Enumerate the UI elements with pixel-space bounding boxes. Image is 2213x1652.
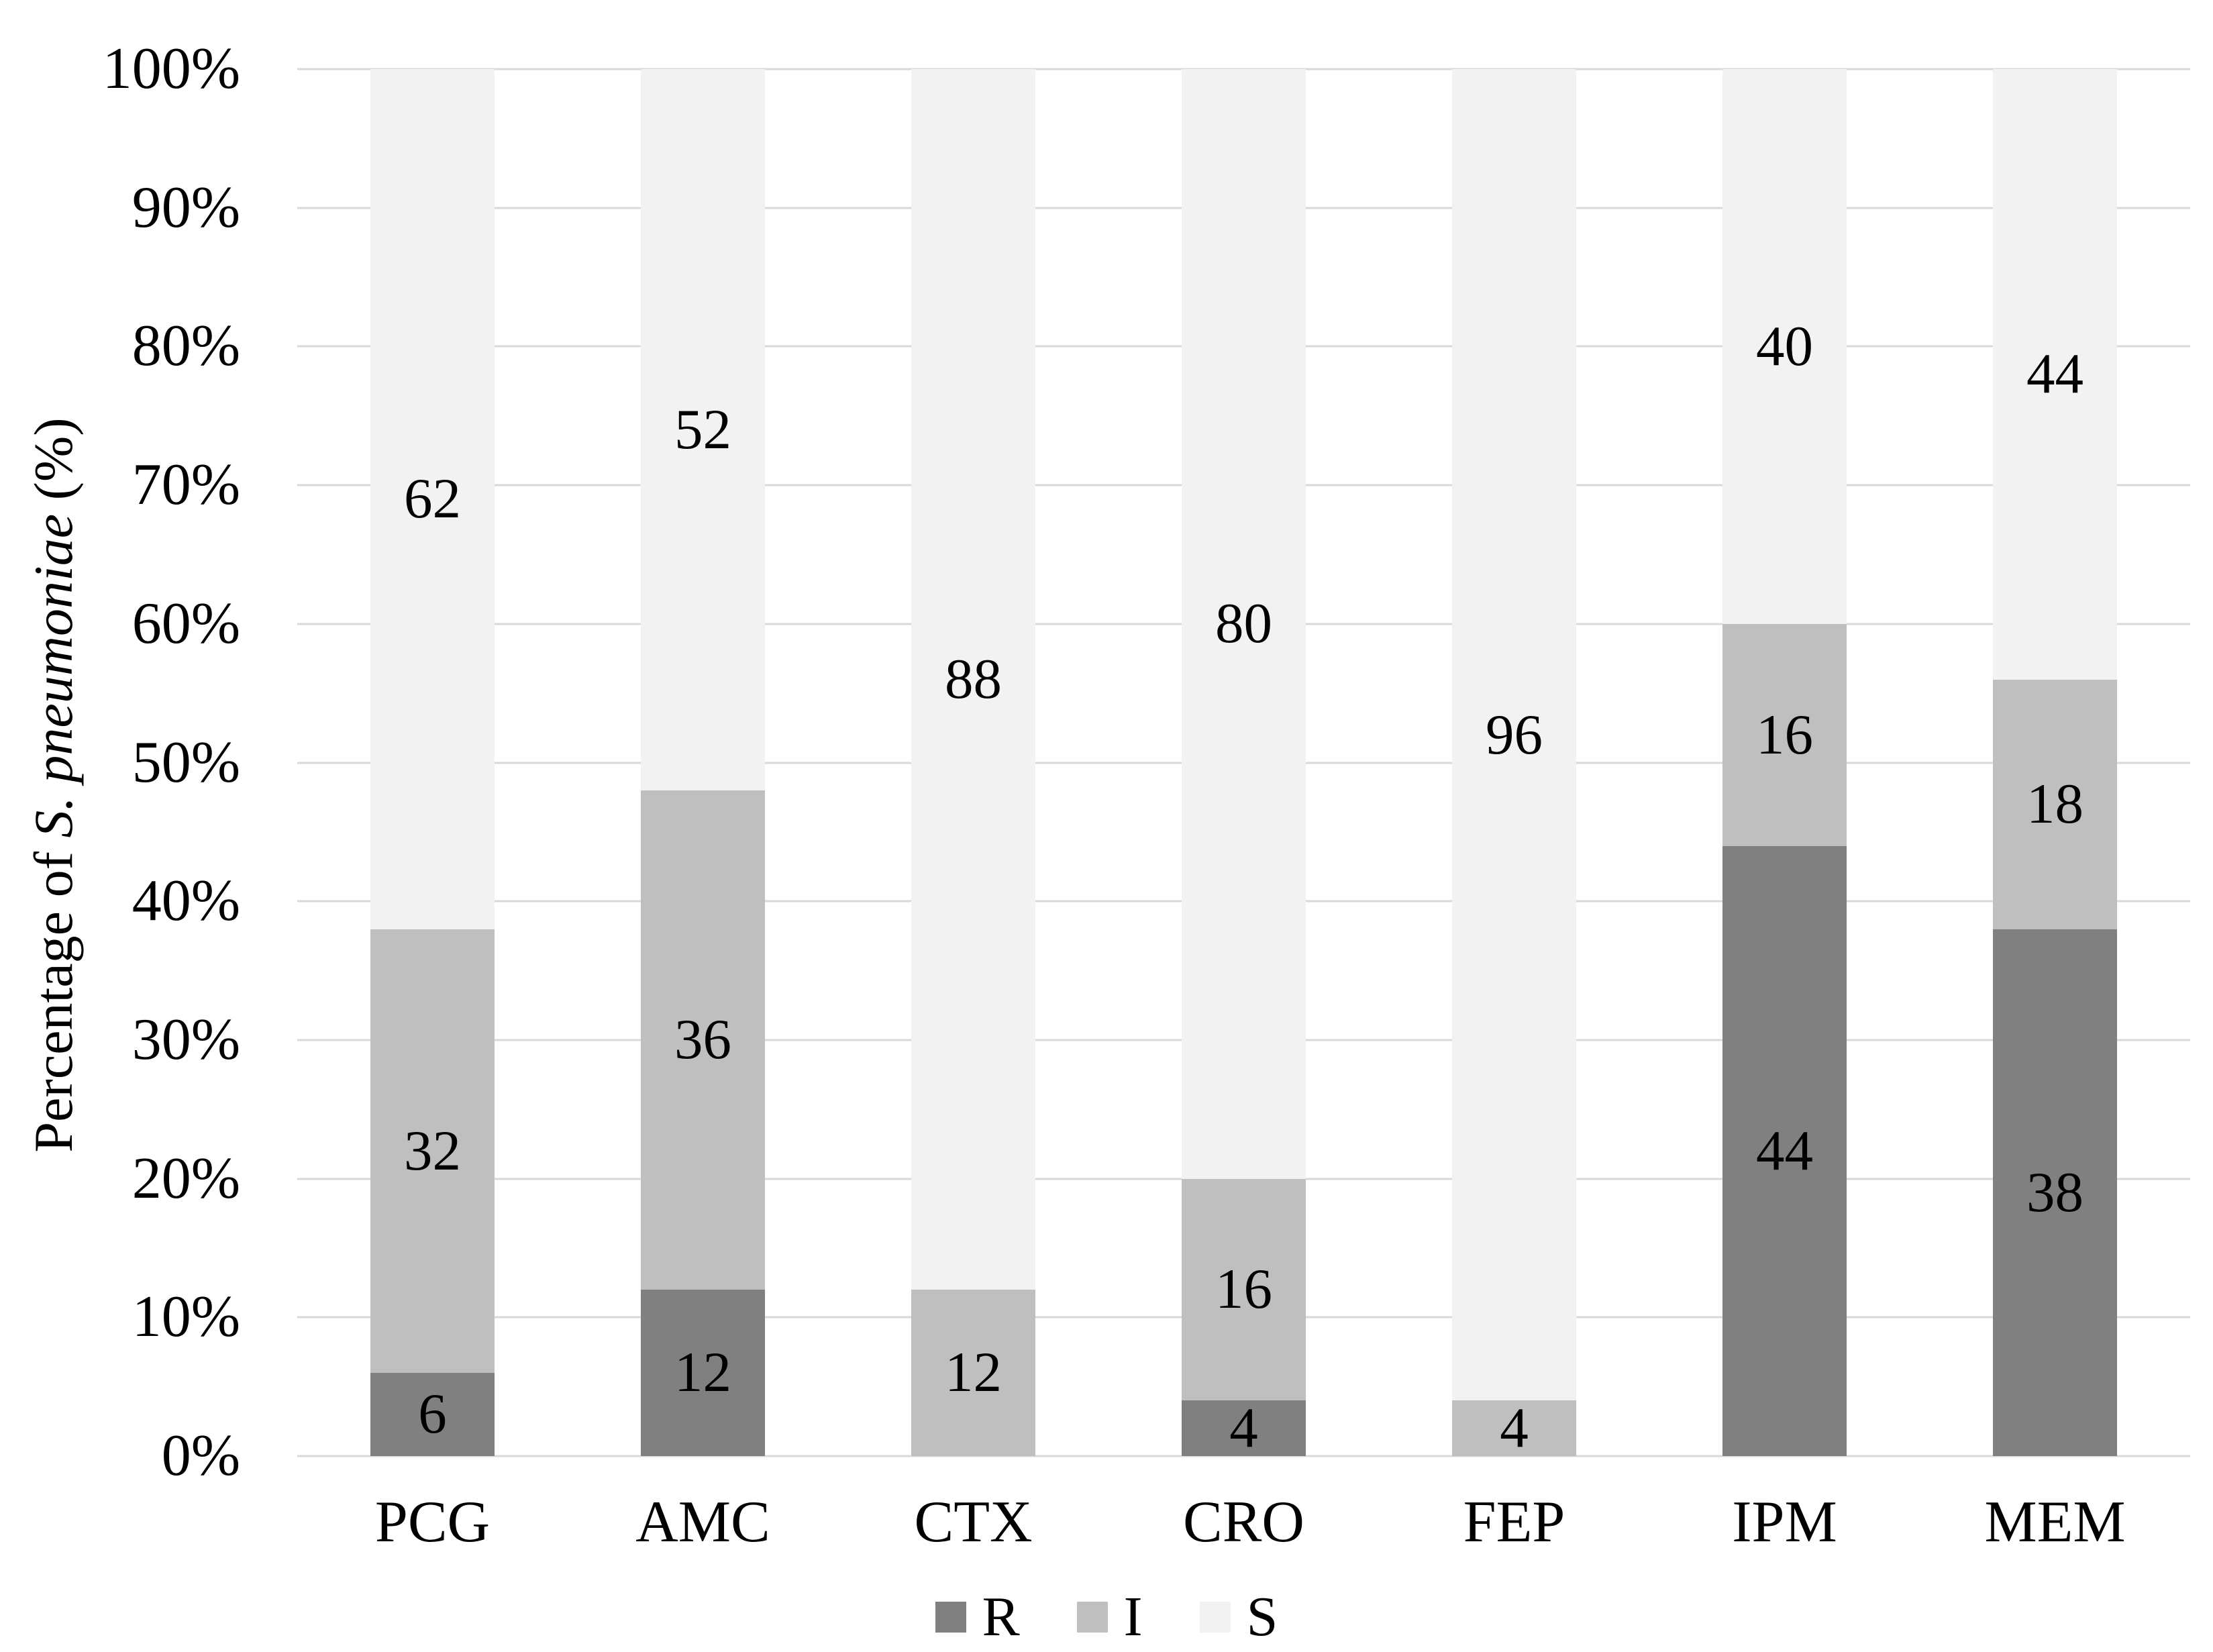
- segment-s-mem: 44: [1992, 69, 2118, 680]
- segment-value-label: 12: [945, 1341, 1002, 1404]
- segment-r-mem: 38: [1992, 929, 2118, 1456]
- plot-area: 62 32 6 52 36 12 88 12 80 16 4 96 4 40 16 44 44 18 38: [297, 68, 2190, 1460]
- segment-value-label: 32: [404, 1119, 461, 1182]
- segment-i-cro: 16: [1181, 1178, 1306, 1401]
- stacked-bar-fep: 96 4: [1451, 69, 1577, 1460]
- y-tick-label: 60%: [132, 590, 240, 656]
- segment-value-label: 4: [1229, 1396, 1258, 1460]
- y-tick-label: 0%: [161, 1423, 240, 1488]
- stacked-bar-cro: 80 16 4: [1181, 69, 1306, 1460]
- stacked-bar-ctx: 88 12: [911, 69, 1036, 1456]
- legend-entry-s: S: [1199, 1586, 1278, 1648]
- segment-value-label: 6: [418, 1382, 447, 1446]
- segment-i-ctx: 12: [911, 1289, 1036, 1456]
- segment-value-label: 12: [674, 1341, 731, 1404]
- y-tick-label: 100%: [102, 36, 240, 101]
- x-axis-label-cro: CRO: [1183, 1490, 1304, 1555]
- segment-value-label: 4: [1500, 1396, 1529, 1460]
- y-tick-label: 70%: [132, 452, 240, 518]
- bar-slot-fep: 96 4: [1379, 69, 1649, 1460]
- y-tick-label: 10%: [132, 1284, 240, 1350]
- y-tick-label: 40%: [132, 868, 240, 934]
- legend-entry-i: I: [1076, 1586, 1143, 1648]
- segment-i-ipm: 16: [1722, 623, 1847, 846]
- y-tick-label: 30%: [132, 1006, 240, 1072]
- segment-s-amc: 52: [640, 69, 766, 790]
- x-axis-labels: PCG AMC CTX CRO FEP IPM MEM: [297, 1493, 2190, 1552]
- x-axis-label-fep: FEP: [1463, 1490, 1565, 1555]
- stacked-bar-pcg: 62 32 6: [370, 69, 495, 1456]
- segment-r-cro: 4: [1181, 1396, 1306, 1460]
- bar-slot-cro: 80 16 4: [1109, 69, 1379, 1460]
- segment-s-pcg: 62: [370, 69, 495, 929]
- stacked-bar-mem: 44 18 38: [1992, 69, 2118, 1456]
- stacked-bar-ipm: 40 16 44: [1722, 69, 1847, 1456]
- x-axis-label-ctx: CTX: [914, 1490, 1033, 1555]
- segment-r-pcg: 6: [370, 1372, 495, 1456]
- y-axis-tick-labels: 100% 90% 80% 70% 60% 50% 40% 30% 20% 10% 0%: [0, 40, 240, 1486]
- segment-s-ctx: 88: [911, 69, 1036, 1290]
- bar-slot-ipm: 40 16 44: [1649, 69, 1920, 1456]
- segment-value-label: 16: [1215, 1257, 1272, 1321]
- bar-slot-amc: 52 36 12: [568, 69, 838, 1456]
- segment-s-fep: 96: [1451, 69, 1577, 1401]
- segment-r-amc: 12: [640, 1289, 766, 1456]
- y-tick-label: 20%: [132, 1145, 240, 1211]
- legend-label-r: R: [982, 1586, 1020, 1648]
- segment-value-label: 44: [1756, 1119, 1813, 1182]
- legend-swatch-r: [935, 1602, 966, 1633]
- legend-swatch-i: [1076, 1602, 1108, 1633]
- legend-label-s: S: [1246, 1586, 1278, 1648]
- segment-i-fep: 4: [1451, 1396, 1577, 1460]
- y-tick-label: 80%: [132, 313, 240, 379]
- bar-slot-pcg: 62 32 6: [297, 69, 568, 1456]
- segment-i-pcg: 32: [370, 929, 495, 1373]
- legend-label-i: I: [1123, 1586, 1143, 1648]
- gridline: [297, 1455, 2190, 1457]
- segment-value-label: 62: [404, 467, 461, 531]
- segment-value-label: 38: [2026, 1160, 2083, 1224]
- segment-value-label: 16: [1756, 703, 1813, 766]
- segment-value-label: 18: [2026, 772, 2083, 836]
- stacked-bar-amc: 52 36 12: [640, 69, 766, 1456]
- segment-value-label: 88: [945, 647, 1002, 711]
- y-tick-label: 50%: [132, 729, 240, 795]
- segment-r-ipm: 44: [1722, 845, 1847, 1456]
- segment-value-label: 80: [1215, 592, 1272, 656]
- segment-i-mem: 18: [1992, 679, 2118, 929]
- legend-swatch-s: [1199, 1602, 1231, 1633]
- segment-i-amc: 36: [640, 790, 766, 1290]
- x-axis-label-mem: MEM: [1984, 1490, 2126, 1555]
- gridline: [297, 68, 2190, 70]
- y-tick-label: 90%: [132, 174, 240, 240]
- legend-entry-r: R: [935, 1589, 1020, 1645]
- segment-s-ipm: 40: [1722, 69, 1847, 624]
- segment-value-label: 40: [1756, 314, 1813, 378]
- bar-slot-mem: 44 18 38: [1920, 69, 2190, 1456]
- segment-value-label: 52: [674, 397, 731, 461]
- x-axis-label-amc: AMC: [635, 1490, 770, 1555]
- bar-slot-ctx: 88 12: [838, 69, 1109, 1456]
- x-axis-label-ipm: IPM: [1732, 1490, 1837, 1555]
- segment-value-label: 96: [1486, 703, 1543, 766]
- bars-layer: 62 32 6 52 36 12 88 12 80 16 4 96 4 40 16 44 44 18 38: [297, 69, 2190, 1460]
- segment-s-cro: 80: [1181, 69, 1306, 1179]
- segment-value-label: 36: [674, 1008, 731, 1072]
- segment-value-label: 44: [2026, 342, 2083, 406]
- x-axis-label-pcg: PCG: [374, 1490, 491, 1555]
